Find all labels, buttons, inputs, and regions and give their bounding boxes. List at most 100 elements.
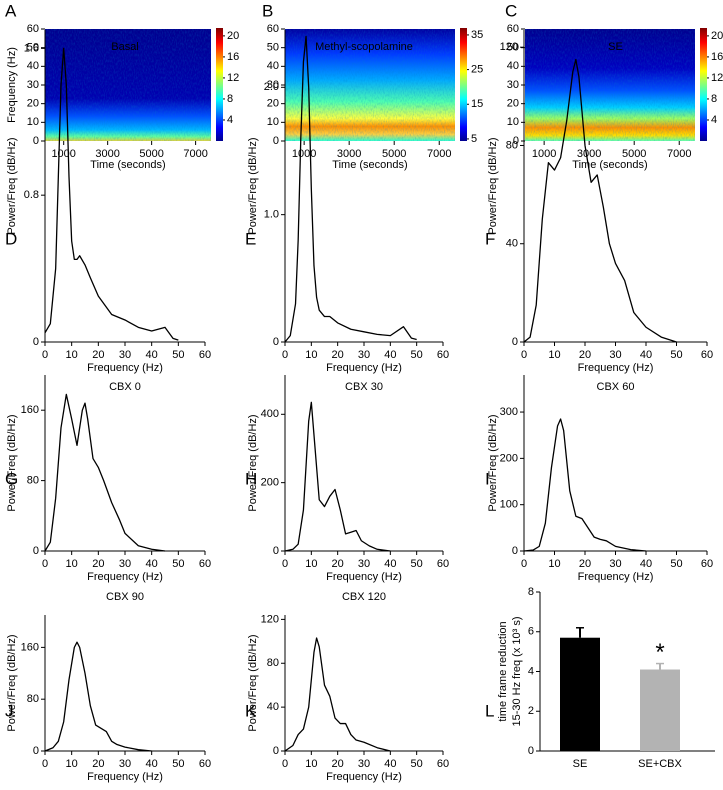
panel-letter: G (5, 469, 18, 488)
panel-letter: A (5, 1, 17, 20)
y-tick-label: 50 (27, 42, 39, 54)
panel-title: CBX 120 (342, 591, 386, 603)
x-tick-label: 10 (66, 349, 78, 361)
x-tick-label: 40 (640, 558, 652, 570)
panel-letter: I (485, 469, 490, 488)
x-tick-label: 0 (521, 349, 527, 361)
x-tick-label: 1000 (292, 148, 316, 160)
x-tick-label: 60 (437, 349, 449, 361)
x-tick-label: 40 (146, 558, 158, 570)
y-tick-label: 120 (500, 41, 518, 53)
y-tick-label: 40 (506, 238, 518, 250)
colorbar-tick-label: 8 (711, 93, 717, 105)
colorbar-tick-label: 15 (471, 98, 483, 110)
line-series (44, 47, 179, 341)
colorbar-tick-label: 16 (227, 51, 239, 63)
y-tick-label: 0 (528, 745, 534, 757)
colorbar-tick-label: 25 (471, 64, 483, 76)
x-tick-label: 1000 (51, 148, 75, 160)
y-axis-label: Power/Freq (dB/Hz) (487, 137, 499, 234)
x-tick-label: 10 (548, 349, 560, 361)
y-tick-label: 50 (267, 42, 279, 54)
x-axis-label: Time (seconds) (572, 159, 647, 171)
y-tick-label: 200 (261, 477, 279, 489)
x-tick-label: 40 (384, 558, 396, 570)
line-series (284, 35, 417, 343)
y-axis-label: Power/Freq (dB/Hz) (6, 137, 18, 234)
x-tick-label: 10 (66, 558, 78, 570)
x-tick-label: 20 (332, 558, 344, 570)
colorbar-tick-label: 20 (711, 30, 723, 42)
colorbar (700, 28, 707, 141)
y-tick-label: 40 (507, 60, 519, 72)
x-tick-label: 3000 (337, 148, 361, 160)
x-tick-label: 20 (332, 349, 344, 361)
x-tick-label: 5000 (139, 148, 163, 160)
colorbar-tick-label: 4 (227, 114, 233, 126)
x-tick-label: 20 (579, 349, 591, 361)
x-tick-label: 40 (384, 758, 396, 770)
y-tick-label: 80 (27, 693, 39, 705)
x-tick-label: 60 (701, 558, 713, 570)
y-tick-label: 200 (500, 452, 518, 464)
panel-title: CBX 60 (597, 381, 635, 393)
y-tick-label: 160 (21, 641, 39, 653)
y-tick-label: 10 (27, 116, 39, 128)
spectrogram-noise (285, 29, 455, 141)
line-series (523, 418, 647, 552)
x-axis-label: Frequency (Hz) (326, 771, 402, 783)
y-axis-label: Power/Freq (dB/Hz) (487, 414, 499, 511)
y-axis-label: time frame reduction (497, 621, 509, 721)
x-axis-label: Frequency (Hz) (326, 362, 402, 374)
colorbar-tick-label: 12 (227, 72, 239, 84)
y-tick-label: 160 (21, 404, 39, 416)
y-axis-label: Power/Freq (dB/Hz) (6, 414, 18, 511)
x-tick-label: 30 (119, 758, 131, 770)
y-tick-label: 1.6 (24, 42, 39, 54)
y-tick-label: 0 (512, 545, 518, 557)
x-axis-label: Frequency (Hz) (87, 362, 163, 374)
x-tick-label: 30 (358, 558, 370, 570)
y-tick-label: 80 (267, 657, 279, 669)
panel-title: CBX 90 (106, 591, 144, 603)
y-tick-label: 0 (512, 336, 518, 348)
y-axis-label: Frequency (Hz) (6, 47, 18, 123)
y-tick-label: 0 (33, 545, 39, 557)
x-tick-label: 50 (172, 349, 184, 361)
x-axis-label: Frequency (Hz) (578, 571, 654, 583)
y-tick-label: 30 (267, 79, 279, 91)
x-tick-label: 3000 (95, 148, 119, 160)
x-tick-label: 40 (640, 349, 652, 361)
y-tick-label: 0 (273, 745, 279, 757)
line-series (523, 58, 677, 343)
panel-letter: D (5, 229, 17, 248)
panel-letter: H (245, 469, 257, 488)
panel-title: CBX 30 (345, 381, 383, 393)
x-tick-label: 0 (42, 349, 48, 361)
x-tick-label: 50 (411, 349, 423, 361)
x-tick-label: 30 (358, 349, 370, 361)
y-axis-label: Power/Freq (dB/Hz) (6, 634, 18, 731)
y-tick-label: 120 (261, 613, 279, 625)
y-tick-label: 4 (528, 665, 534, 677)
panel-letter: J (5, 701, 14, 720)
colorbar (216, 28, 223, 141)
y-tick-label: 100 (500, 499, 518, 511)
x-tick-label: 20 (92, 758, 104, 770)
x-tick-label: SE+CBX (638, 758, 682, 770)
x-tick-label: 30 (609, 558, 621, 570)
y-axis-label: Power/Freq (dB/Hz) (247, 137, 259, 234)
spectrogram-noise (525, 29, 695, 141)
x-tick-label: 1000 (532, 148, 556, 160)
y-tick-label: 30 (507, 79, 519, 91)
x-tick-label: 50 (670, 558, 682, 570)
panel-title: Methyl-scopolamine (315, 41, 413, 53)
x-tick-label: 40 (384, 349, 396, 361)
x-tick-label: 50 (411, 758, 423, 770)
panel-title: Basal (111, 41, 139, 53)
y-tick-label: 20 (27, 98, 39, 110)
x-tick-label: 7000 (667, 148, 691, 160)
y-tick-label: 0 (273, 545, 279, 557)
y-axis-label: 15-30 Hz freq (x 10³ s) (511, 616, 523, 726)
y-axis-label: Power/Freq (dB/Hz) (247, 414, 259, 511)
